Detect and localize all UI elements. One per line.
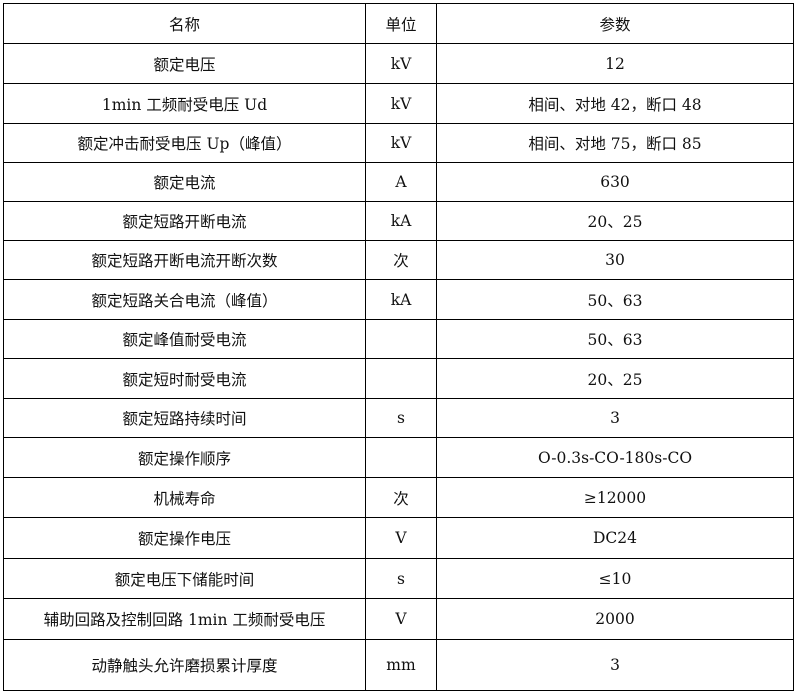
param-value-cell: ≥12000 — [436, 477, 794, 518]
header-unit: 单位 — [365, 3, 437, 44]
param-value-cell: 20、25 — [436, 201, 794, 241]
param-name-cell: 额定短路关合电流（峰值） — [3, 279, 366, 320]
table-row: 额定峰值耐受电流 50、63 — [3, 319, 794, 359]
table-row: 额定冲击耐受电压 Up（峰值） kV 相间、对地 75，断口 85 — [3, 123, 794, 163]
param-unit-cell: kA — [365, 279, 437, 320]
param-name-cell: 额定电压下储能时间 — [3, 558, 366, 599]
table-row: 额定短路持续时间 s 3 — [3, 398, 794, 438]
param-value-cell: 2000 — [436, 598, 794, 640]
table-row: 动静触头允许磨损累计厚度 mm 3 — [3, 639, 794, 691]
param-value-cell: 630 — [436, 162, 794, 202]
param-unit-cell: 次 — [365, 240, 437, 280]
param-name-cell: 额定操作顺序 — [3, 437, 366, 478]
header-row: 名称 单位 参数 — [3, 3, 794, 44]
param-unit-cell: s — [365, 558, 437, 599]
table-row: 额定电压 kV 12 — [3, 43, 794, 84]
param-unit-cell: mm — [365, 639, 437, 691]
param-value-cell: 相间、对地 75，断口 85 — [436, 123, 794, 163]
param-unit-cell: V — [365, 517, 437, 559]
param-unit-cell: kA — [365, 201, 437, 241]
table-row: 额定电压下储能时间 s ≤10 — [3, 558, 794, 599]
param-name-cell: 动静触头允许磨损累计厚度 — [3, 639, 366, 691]
param-unit-cell: V — [365, 598, 437, 640]
table-row: 额定电流 A 630 — [3, 162, 794, 202]
param-unit-cell: kV — [365, 83, 437, 124]
param-name-cell: 辅助回路及控制回路 1min 工频耐受电压 — [3, 598, 366, 640]
param-value-cell: 相间、对地 42，断口 48 — [436, 83, 794, 124]
table-row: 辅助回路及控制回路 1min 工频耐受电压 V 2000 — [3, 598, 794, 640]
param-name-cell: 额定冲击耐受电压 Up（峰值） — [3, 123, 366, 163]
param-unit-cell — [365, 319, 437, 359]
param-value-cell: 50、63 — [436, 319, 794, 359]
param-value-cell: 30 — [436, 240, 794, 280]
param-value-cell: O-0.3s-CO-180s-CO — [436, 437, 794, 478]
table-row: 额定短路关合电流（峰值） kA 50、63 — [3, 279, 794, 320]
header-name: 名称 — [3, 3, 366, 44]
param-value-cell: 12 — [436, 43, 794, 84]
param-unit-cell — [365, 437, 437, 478]
param-value-cell: 20、25 — [436, 358, 794, 399]
param-unit-cell — [365, 358, 437, 399]
table-row: 额定操作顺序 O-0.3s-CO-180s-CO — [3, 437, 794, 478]
table-row: 额定短路开断电流开断次数次 30 — [3, 240, 794, 280]
param-name-cell: 额定短路开断电流开断次数 — [3, 240, 366, 280]
param-name-cell: 额定短路开断电流 — [3, 201, 366, 241]
param-unit-cell: 次 — [365, 477, 437, 518]
param-value-cell: 3 — [436, 398, 794, 438]
param-name-cell: 机械寿命 — [3, 477, 366, 518]
param-name-cell: 额定电压 — [3, 43, 366, 84]
param-value-cell: DC24 — [436, 517, 794, 559]
param-name-cell: 额定短路持续时间 — [3, 398, 366, 438]
param-value-cell: 3 — [436, 639, 794, 691]
param-name-cell: 额定电流 — [3, 162, 366, 202]
param-value-cell: 50、63 — [436, 279, 794, 320]
param-name-cell: 1min 工频耐受电压 Ud — [3, 83, 366, 124]
table-row: 1min 工频耐受电压 Ud kV 相间、对地 42，断口 48 — [3, 83, 794, 124]
param-unit-cell: s — [365, 398, 437, 438]
table-row: 额定操作电压 V DC24 — [3, 517, 794, 559]
param-name-cell: 额定短时耐受电流 — [3, 358, 366, 399]
table-row: 机械寿命次 ≥12000 — [3, 477, 794, 518]
param-unit-cell: kV — [365, 43, 437, 84]
param-unit-cell: kV — [365, 123, 437, 163]
param-unit-cell: A — [365, 162, 437, 202]
param-name-cell: 额定峰值耐受电流 — [3, 319, 366, 359]
param-value-cell: ≤10 — [436, 558, 794, 599]
header-param: 参数 — [436, 3, 794, 44]
param-name-cell: 额定操作电压 — [3, 517, 366, 559]
parameter-table: 名称 单位 参数 额定电压 kV 12 1min 工频耐受电压 Ud kV 相间、对地 4… — [3, 3, 794, 691]
table-row: 额定短时耐受电流 20、25 — [3, 358, 794, 399]
table-row: 额定短路开断电流 kA 20、25 — [3, 201, 794, 241]
